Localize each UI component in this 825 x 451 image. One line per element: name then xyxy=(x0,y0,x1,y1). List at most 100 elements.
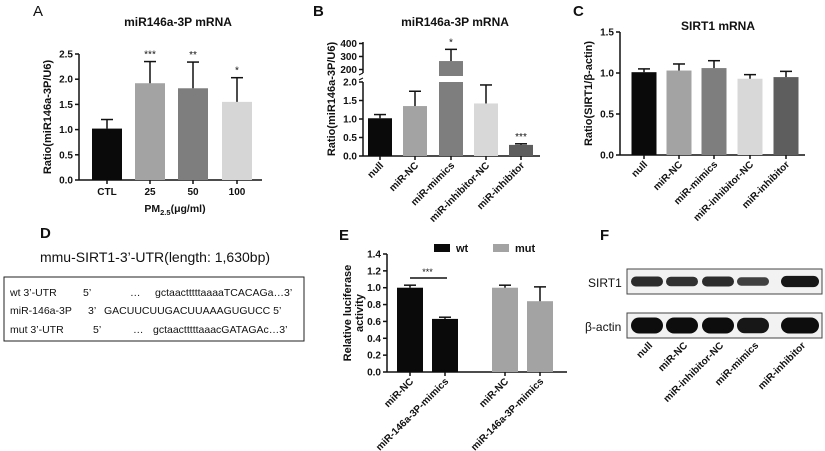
y-tick-label: 1.5 xyxy=(59,100,73,111)
y-tick-label: 0.5 xyxy=(343,133,357,144)
bar xyxy=(492,287,518,372)
blot-row-label-sirt1: SIRT1 xyxy=(588,276,622,290)
x-axis-label-sub: 2.5 xyxy=(160,208,170,217)
panel-label-b: B xyxy=(313,3,324,20)
blot-lane-label: null xyxy=(635,340,656,361)
x-axis-label-main: PM xyxy=(144,203,160,215)
bar xyxy=(737,78,763,155)
bar xyxy=(666,70,692,155)
y-axis-label: activity xyxy=(354,293,366,332)
x-tick-label: 100 xyxy=(229,187,246,198)
y-tick-label: 0.2 xyxy=(367,351,381,362)
bar xyxy=(397,287,423,372)
blot-row-label-actin: β-actin xyxy=(585,320,621,334)
seq-row-sequence: gctaactttttaaacGATAGAc…3’ xyxy=(153,324,287,336)
y-tick-label: 1.0 xyxy=(343,115,357,126)
blot-band xyxy=(666,276,698,287)
y-tick-label: 2.0 xyxy=(343,78,357,89)
seq-row-end: 5’ xyxy=(93,324,101,336)
bar xyxy=(701,68,727,155)
sequence-box xyxy=(3,276,305,342)
axis-break-mark xyxy=(358,72,364,81)
blot-lane-label: miR-NC xyxy=(656,340,690,374)
panel-label-c: C xyxy=(573,3,584,20)
x-axis-label: PM2.5(μg/ml) xyxy=(144,203,205,217)
significance-marker: ** xyxy=(189,50,197,61)
blot-band xyxy=(737,277,769,286)
seq-row-dots: … xyxy=(130,287,141,299)
seq-row-end: 5’ xyxy=(83,287,91,299)
y-axis-label: Relative luciferase xyxy=(342,265,354,362)
seq-row-name: wt 3’-UTR xyxy=(9,287,57,299)
seq-row-name: miR-146a-3P xyxy=(10,305,72,317)
blot-band xyxy=(666,317,698,334)
blot-band xyxy=(631,276,663,287)
y-tick-label: 400 xyxy=(340,39,357,50)
x-tick-label: CTL xyxy=(97,187,116,198)
y-tick-label: 1.0 xyxy=(600,69,614,80)
significance-marker: * xyxy=(235,66,239,77)
x-tick-label: 50 xyxy=(187,187,199,198)
y-tick-label: 2.5 xyxy=(59,50,73,61)
blot-band xyxy=(781,317,819,334)
bar xyxy=(135,83,165,180)
y-tick-label: 0.0 xyxy=(600,151,614,162)
y-tick-label: 0.0 xyxy=(59,176,73,187)
chart-title: miR146a-3P mRNA xyxy=(124,15,232,29)
y-tick-label: 2.0 xyxy=(59,75,73,86)
panel-label-a: A xyxy=(33,3,43,20)
chart-title: SIRT1 mRNA xyxy=(681,19,755,33)
bar xyxy=(403,106,427,156)
y-tick-label: 0.8 xyxy=(367,300,381,311)
y-tick-label: 300 xyxy=(340,52,357,63)
seq-row-end: 3’ xyxy=(88,305,96,317)
bar xyxy=(527,301,553,372)
chart-a: miR146a-3P mRNA 0.0 0.5 1.0 1.5 2.0 2.5 Ratio(m… xyxy=(42,15,262,217)
y-tick-label: 0.0 xyxy=(367,368,381,379)
y-tick-label: 1.4 xyxy=(367,250,381,261)
bar xyxy=(432,318,458,372)
bar xyxy=(439,82,463,156)
x-tick-label: miR-NC xyxy=(651,159,685,193)
y-tick-label: 200 xyxy=(340,65,357,76)
significance-marker: *** xyxy=(144,50,156,61)
y-tick-label: 1.2 xyxy=(367,266,381,277)
y-tick-label: 0.6 xyxy=(367,317,381,328)
bar xyxy=(178,88,208,180)
y-tick-label: 1.5 xyxy=(600,28,614,39)
western-blot: SIRT1 β-actin null miR-NCmiR-inhibitor-NC… xyxy=(585,268,823,405)
x-tick-label: miR-NC xyxy=(382,376,416,410)
seq-row-sequence: GACUUCUUGACUUAAAGUGUCC 5’ xyxy=(104,305,281,317)
seq-row-name: mut 3’-UTR xyxy=(10,324,64,336)
panel-label-e: E xyxy=(339,227,349,244)
chart-title: miR146a-3P mRNA xyxy=(401,15,509,29)
significance-marker: *** xyxy=(422,267,433,277)
blot-band xyxy=(702,317,734,334)
x-tick-label: miR-NC xyxy=(387,160,421,194)
sequence-title: mmu-SIRT1-3’-UTR(length: 1,630bp) xyxy=(40,249,270,265)
y-tick-label: 1.0 xyxy=(59,125,73,136)
x-axis-label-unit: (μg/ml) xyxy=(171,203,206,215)
blot-band xyxy=(631,317,663,334)
y-axis-label: Ratio(miR146a-3P/U6) xyxy=(42,60,54,175)
y-tick-label: 0.5 xyxy=(600,110,614,121)
significance-marker: *** xyxy=(515,132,527,143)
bar xyxy=(509,144,533,156)
blot-band xyxy=(781,275,819,288)
bar xyxy=(92,128,122,180)
seq-row-sequence: gctaactttttaaaaTCACAGa…3’ xyxy=(155,287,292,299)
panel-label-d: D xyxy=(40,225,51,242)
legend-label-wt: wt xyxy=(455,243,469,255)
panel-label-f: F xyxy=(600,227,609,244)
bar xyxy=(368,118,392,156)
y-tick-label: 1.5 xyxy=(343,96,357,107)
legend-label-mut: mut xyxy=(515,243,536,255)
x-tick-label: miR-inhibitor-NC xyxy=(428,160,492,224)
x-tick-label: null xyxy=(366,160,387,181)
x-tick-label: miR-NC xyxy=(477,376,511,410)
legend-swatch-mut xyxy=(493,244,509,252)
y-axis-label: Ratio(SIRT1/β-actin) xyxy=(583,41,595,146)
y-tick-label: 1.0 xyxy=(367,283,381,294)
